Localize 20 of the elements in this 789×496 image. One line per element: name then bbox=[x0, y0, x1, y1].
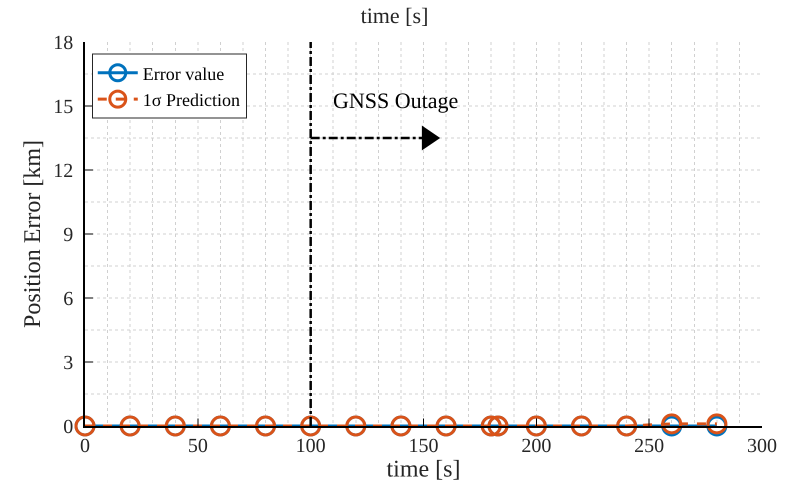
x-tick-label: 150 bbox=[408, 434, 438, 457]
y-tick-label: 18 bbox=[53, 32, 74, 54]
x-tick-label: 250 bbox=[634, 434, 664, 457]
y-tick-label: 12 bbox=[53, 160, 74, 182]
x-axis-title: time [s] bbox=[386, 456, 460, 483]
chart-title: time [s] bbox=[360, 2, 428, 28]
legend-label: Error value bbox=[142, 64, 224, 84]
y-tick-label: 0 bbox=[63, 416, 74, 438]
y-tick-label: 15 bbox=[53, 96, 74, 118]
y-tick-label: 9 bbox=[63, 224, 74, 246]
x-tick-label: 0 bbox=[80, 434, 90, 457]
annotation: GNSS Outage bbox=[333, 88, 458, 113]
y-tick-label: 3 bbox=[63, 352, 74, 374]
x-tick-label: 100 bbox=[296, 434, 326, 457]
y-tick-label: 6 bbox=[63, 288, 74, 310]
x-tick-label: 300 bbox=[747, 434, 777, 457]
legend-label: 1σ Prediction bbox=[142, 90, 240, 110]
y-axis-title: Position Error [km] bbox=[20, 140, 46, 328]
x-tick-label: 200 bbox=[521, 434, 552, 457]
x-tick-label: 50 bbox=[188, 434, 208, 457]
